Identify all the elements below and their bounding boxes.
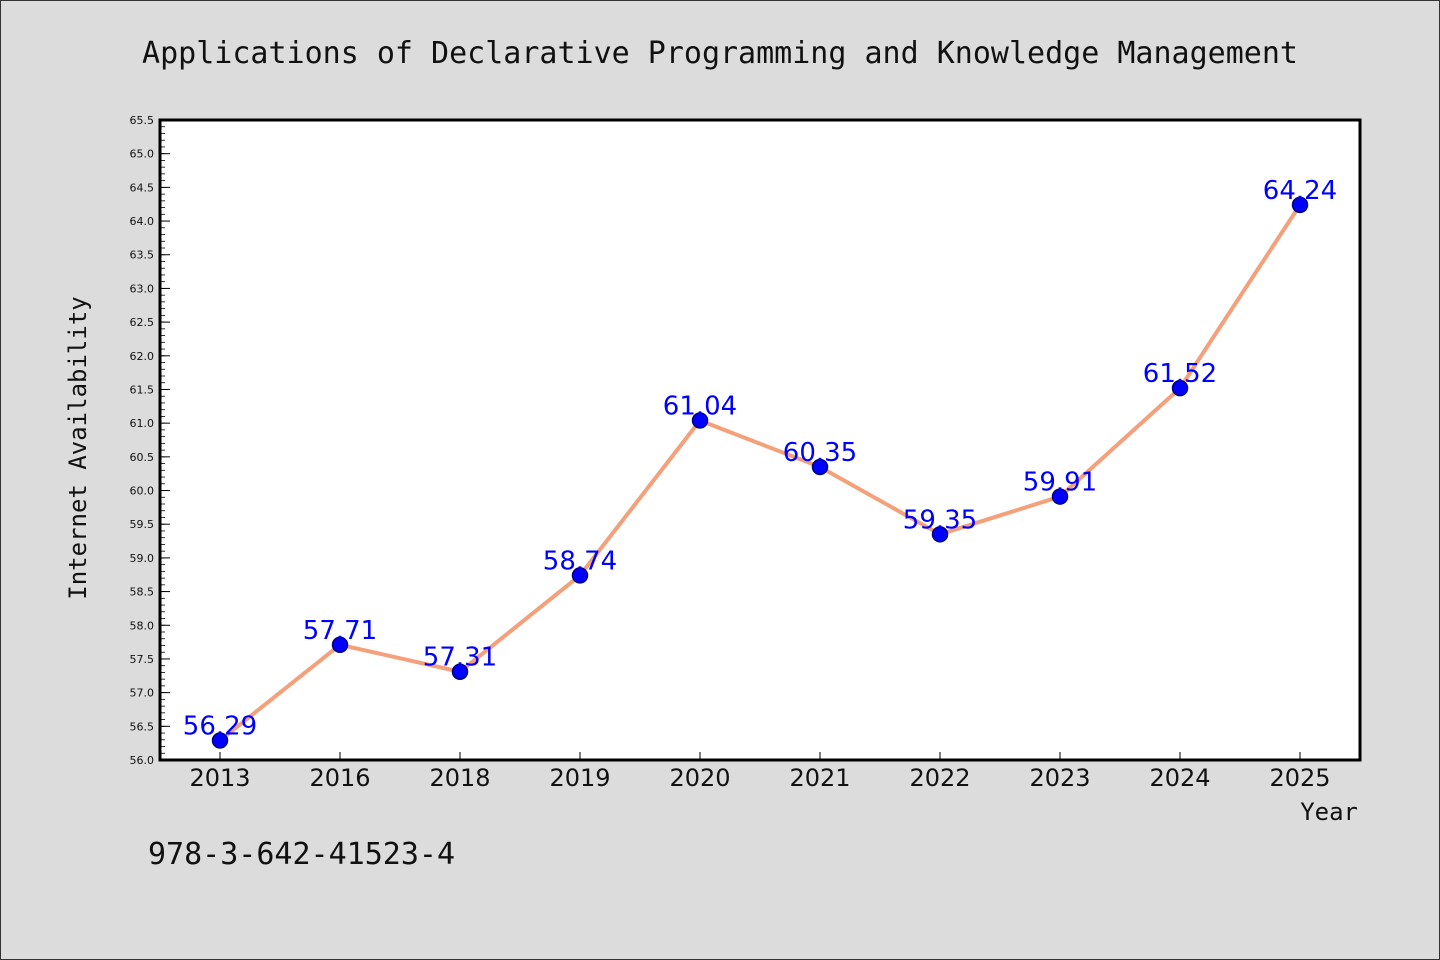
data-label: 58.74: [543, 546, 617, 576]
y-axis-label: Internet Availability: [64, 296, 92, 599]
y-tick-label: 58.0: [130, 619, 155, 632]
data-label: 57.71: [303, 616, 377, 646]
data-point: [1051, 488, 1069, 505]
series: [211, 196, 1309, 749]
y-tick-label: 59.0: [130, 552, 155, 565]
y-tick-label: 62.0: [130, 350, 155, 363]
data-point: [331, 636, 349, 654]
y-tick-label: 65.5: [130, 114, 155, 127]
x-tick-label: 2020: [669, 764, 730, 792]
data-label: 64.24: [1263, 176, 1337, 206]
y-tick-label: 62.5: [130, 316, 155, 329]
data-point: [211, 732, 229, 749]
y-tick-label: 65.0: [130, 148, 155, 161]
y-axis: 56.0 56.5 57.0 57.5 58.0 58.5 59.0 59.5 60.0 60.5…: [130, 114, 170, 767]
y-tick-label: 60.5: [130, 451, 155, 464]
data-point: [1291, 196, 1309, 214]
y-tick-label: 61.0: [130, 417, 155, 430]
y-tick-label: 60.0: [130, 485, 155, 498]
y-tick-label: 64.0: [130, 215, 155, 228]
y-tick-label: 56.5: [130, 720, 155, 733]
y-tick-label: 58.5: [130, 586, 155, 599]
y-tick-label: 61.5: [130, 383, 155, 396]
footer-isbn: 978-3-642-41523-4: [148, 837, 455, 872]
x-tick-label: 2022: [909, 764, 970, 792]
data-label: 57.31: [423, 643, 497, 673]
y-tick-label: 59.5: [130, 518, 155, 531]
data-label: 61.04: [663, 391, 737, 421]
data-point: [1171, 379, 1189, 397]
data-point: [811, 458, 829, 476]
series-line: [218, 203, 1302, 743]
data-point: [571, 567, 589, 584]
x-tick-label: 2019: [549, 764, 610, 792]
y-tick-label: 63.0: [130, 282, 155, 295]
x-tick-label: 2025: [1269, 764, 1330, 792]
x-tick-label: 2013: [189, 764, 250, 792]
data-point: [691, 412, 709, 429]
y-tick-label: 57.5: [130, 653, 155, 666]
y-tick-label: 56.0: [130, 754, 155, 767]
x-tick-label: 2023: [1029, 764, 1090, 792]
y-tick-label: 63.5: [130, 249, 155, 262]
data-label: 60.35: [783, 438, 857, 468]
data-label: 56.29: [183, 711, 257, 741]
data-point: [931, 526, 949, 543]
data-label: 59.91: [1023, 468, 1097, 498]
x-axis: 2013 2016 2018 2019 2020 2021 2022 2023 2024 2025: [189, 752, 1331, 792]
data-point: [451, 663, 469, 680]
x-tick-label: 2021: [789, 764, 850, 792]
x-tick-label: 2018: [429, 764, 490, 792]
x-tick-label: 2024: [1149, 764, 1210, 792]
data-label: 59.35: [903, 505, 977, 535]
x-axis-label: Year: [1300, 798, 1358, 826]
data-label: 61.52: [1143, 359, 1217, 389]
y-tick-label: 64.5: [130, 181, 155, 194]
plot-area: [158, 118, 1362, 762]
y-tick-label: 57.0: [130, 687, 155, 700]
data-labels: 56.29 57.71 57.31 58.74 61.04 60.35 59.35 59.91…: [183, 176, 1337, 742]
x-tick-label: 2016: [309, 764, 370, 792]
chart-title: Applications of Declarative Programming …: [142, 36, 1298, 71]
